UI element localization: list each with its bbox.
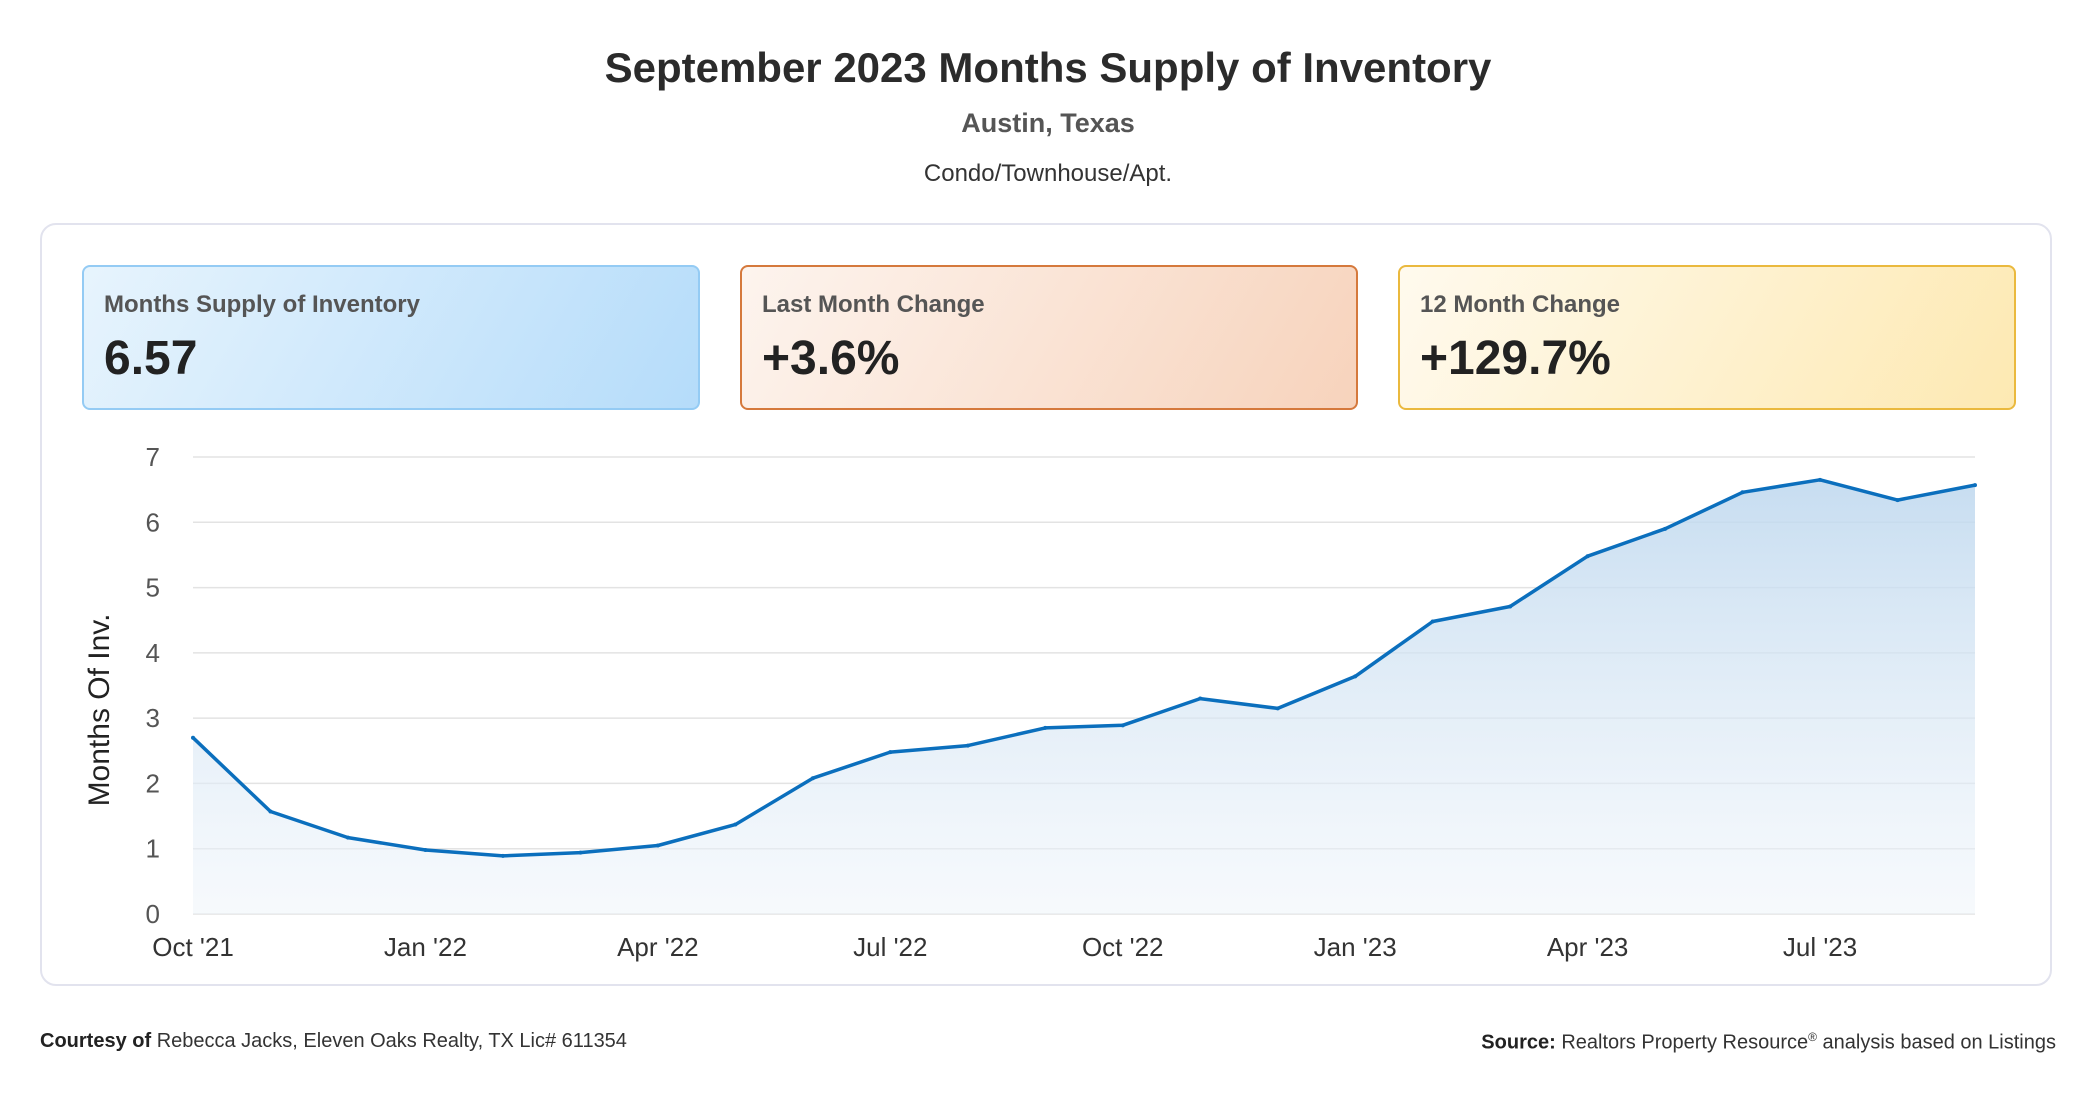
x-tick-label: Jan '22 bbox=[384, 932, 467, 962]
courtesy-footer: Courtesy of Rebecca Jacks, Eleven Oaks R… bbox=[40, 1030, 627, 1053]
y-tick-label: 2 bbox=[146, 768, 160, 798]
data-point bbox=[1430, 619, 1435, 624]
data-point bbox=[500, 853, 505, 858]
data-point bbox=[191, 735, 195, 740]
y-tick-label: 4 bbox=[146, 638, 160, 668]
stat-label: Last Month Change bbox=[762, 291, 985, 318]
y-tick-label: 1 bbox=[146, 834, 160, 864]
x-tick-label: Apr '23 bbox=[1547, 932, 1629, 962]
stat-value: +3.6% bbox=[762, 332, 900, 385]
source-footer: Source: Realtors Property Resource® anal… bbox=[1481, 1030, 2056, 1055]
source-suffix: analysis based on Listings bbox=[1822, 1031, 2056, 1054]
y-tick-label: 5 bbox=[146, 573, 160, 603]
data-point bbox=[1585, 554, 1590, 559]
x-tick-label: Jan '23 bbox=[1314, 932, 1397, 962]
x-tick-label: Oct '22 bbox=[1082, 932, 1164, 962]
y-tick-label: 6 bbox=[146, 507, 160, 537]
stat-card-months-supply: Months Supply of Inventory 6.57 bbox=[82, 265, 700, 410]
data-point bbox=[1120, 723, 1125, 728]
data-point bbox=[1818, 477, 1823, 482]
data-point bbox=[888, 750, 893, 755]
y-axis-label: Months Of Inv. bbox=[83, 613, 116, 807]
data-point bbox=[1663, 526, 1668, 531]
page-title: September 2023 Months Supply of Inventor… bbox=[604, 44, 1492, 91]
data-point bbox=[655, 843, 660, 848]
stat-value: 6.57 bbox=[104, 332, 198, 385]
source-text: Realtors Property Resource bbox=[1561, 1031, 1809, 1054]
x-tick-label: Jul '22 bbox=[853, 932, 927, 962]
data-point bbox=[1508, 604, 1513, 609]
y-tick-label: 7 bbox=[146, 442, 160, 472]
stat-card-last-month-change: Last Month Change +3.6% bbox=[740, 265, 1358, 410]
data-point bbox=[578, 850, 583, 855]
data-point bbox=[1275, 706, 1280, 711]
data-point bbox=[1973, 483, 1977, 488]
stat-label: Months Supply of Inventory bbox=[104, 291, 420, 318]
data-point bbox=[1740, 490, 1745, 495]
stat-value: +129.7% bbox=[1420, 332, 1611, 385]
y-tick-label: 3 bbox=[146, 703, 160, 733]
registered-mark: ® bbox=[1808, 1030, 1817, 1044]
data-point bbox=[1895, 498, 1900, 503]
stat-label: 12 Month Change bbox=[1420, 291, 1621, 318]
data-point bbox=[810, 776, 815, 781]
x-tick-label: Jul '23 bbox=[1783, 932, 1857, 962]
data-point bbox=[345, 835, 350, 840]
location-subtitle: Austin, Texas bbox=[961, 108, 1135, 138]
source-label: Source: bbox=[1481, 1031, 1556, 1054]
data-point bbox=[1353, 674, 1358, 679]
data-point bbox=[423, 848, 428, 853]
area-polygon bbox=[193, 479, 1975, 914]
series-polyline bbox=[191, 478, 1976, 858]
courtesy-text: Rebecca Jacks, Eleven Oaks Realty, TX Li… bbox=[156, 1030, 627, 1052]
y-tick-label: 0 bbox=[146, 899, 160, 929]
data-point bbox=[268, 809, 273, 814]
courtesy-label: Courtesy of bbox=[40, 1030, 152, 1052]
area-fill bbox=[193, 479, 1975, 914]
y-axis-ticks: 0 1 2 3 4 5 6 7 bbox=[146, 442, 160, 929]
x-tick-label: Apr '22 bbox=[617, 932, 699, 962]
data-point bbox=[733, 822, 738, 827]
data-point bbox=[965, 743, 970, 748]
property-category: Condo/Townhouse/Apt. bbox=[923, 160, 1173, 187]
x-tick-label: Oct '21 bbox=[152, 932, 234, 962]
chart-panel bbox=[40, 223, 2052, 986]
x-axis-ticks: Oct '21 Jan '22 Apr '22 Jul '22 Oct '22 Jan '… bbox=[152, 932, 1857, 962]
data-point bbox=[1198, 696, 1203, 701]
stat-card-12-month-change: 12 Month Change +129.7% bbox=[1398, 265, 2016, 410]
series-line bbox=[191, 477, 1977, 858]
data-point bbox=[1043, 725, 1048, 730]
